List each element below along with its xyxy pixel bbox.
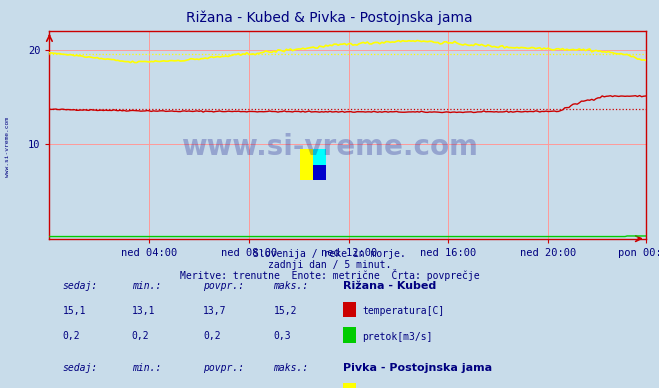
Text: min.:: min.: (132, 281, 161, 291)
Text: pretok[m3/s]: pretok[m3/s] (362, 331, 433, 341)
Text: 13,1: 13,1 (132, 306, 156, 316)
Text: Pivka - Postojnska jama: Pivka - Postojnska jama (343, 362, 492, 372)
Text: temperatura[C]: temperatura[C] (362, 306, 445, 316)
Text: zadnji dan / 5 minut.: zadnji dan / 5 minut. (268, 260, 391, 270)
Text: 0,2: 0,2 (203, 331, 221, 341)
Text: 0,3: 0,3 (273, 331, 291, 341)
Text: 15,2: 15,2 (273, 306, 297, 316)
Text: Slovenija / reke in morje.: Slovenija / reke in morje. (253, 249, 406, 259)
Text: www.si-vreme.com: www.si-vreme.com (5, 118, 11, 177)
Text: min.:: min.: (132, 362, 161, 372)
Text: sedaj:: sedaj: (63, 362, 98, 372)
Text: povpr.:: povpr.: (203, 362, 244, 372)
Text: 0,2: 0,2 (132, 331, 150, 341)
Text: 0,2: 0,2 (63, 331, 80, 341)
Text: Meritve: trenutne  Enote: metrične  Črta: povprečje: Meritve: trenutne Enote: metrične Črta: … (180, 269, 479, 281)
Text: www.si-vreme.com: www.si-vreme.com (181, 133, 478, 161)
Text: povpr.:: povpr.: (203, 281, 244, 291)
Text: sedaj:: sedaj: (63, 281, 98, 291)
Text: 13,7: 13,7 (203, 306, 227, 316)
Text: maks.:: maks.: (273, 362, 308, 372)
Text: Rižana - Kubed & Pivka - Postojnska jama: Rižana - Kubed & Pivka - Postojnska jama (186, 10, 473, 25)
Text: Rižana - Kubed: Rižana - Kubed (343, 281, 436, 291)
Text: 15,1: 15,1 (63, 306, 86, 316)
Text: maks.:: maks.: (273, 281, 308, 291)
